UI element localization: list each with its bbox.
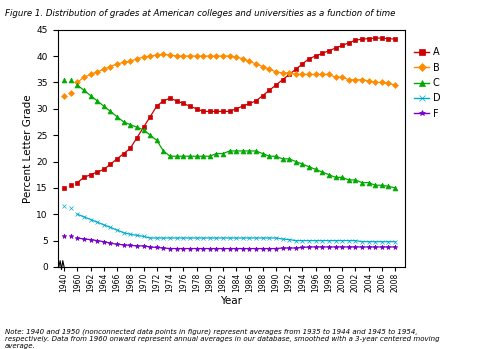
Legend: A, B, C, D, F: A, B, C, D, F	[414, 46, 442, 120]
Text: Figure 1. Distribution of grades at American colleges and universities as a func: Figure 1. Distribution of grades at Amer…	[5, 9, 396, 18]
X-axis label: Year: Year	[220, 296, 242, 306]
Text: Note: 1940 and 1950 (nonconnected data points in figure) represent averages from: Note: 1940 and 1950 (nonconnected data p…	[5, 328, 440, 349]
Y-axis label: Percent Letter Grade: Percent Letter Grade	[24, 94, 34, 203]
